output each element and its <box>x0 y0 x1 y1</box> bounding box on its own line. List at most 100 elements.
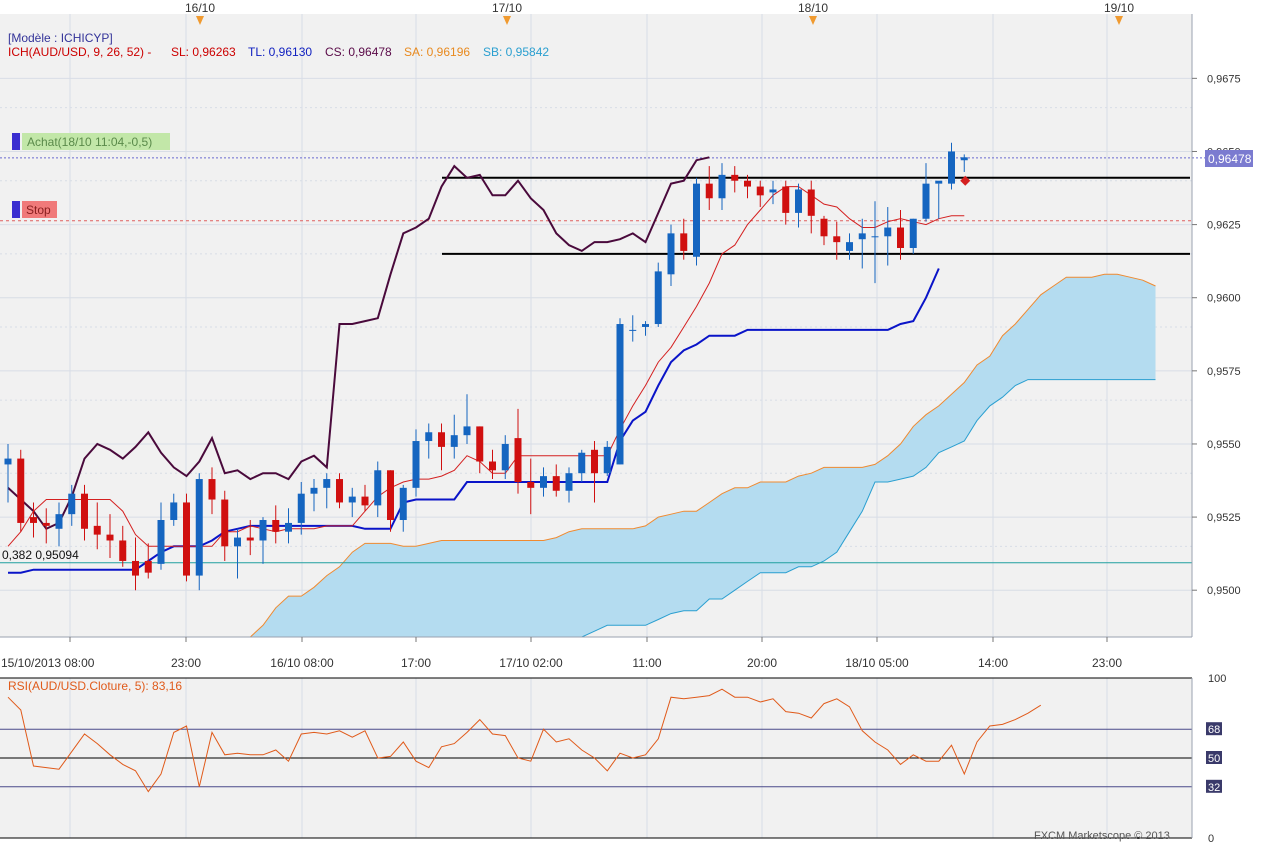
candle <box>450 414 458 459</box>
rsi-tick-label: 32 <box>1208 782 1220 794</box>
candle <box>565 467 573 503</box>
candle <box>438 423 445 471</box>
candle <box>387 470 394 532</box>
candle-body <box>820 218 828 237</box>
candle-body <box>501 443 509 471</box>
candle-body <box>731 174 739 181</box>
candle-body <box>807 189 815 216</box>
candle-body <box>297 493 305 523</box>
candle <box>195 473 203 591</box>
candle <box>55 502 63 547</box>
senkou-span-a-line <box>249 273 1156 638</box>
candle-body <box>348 496 356 503</box>
candle-body <box>68 493 76 515</box>
rsi-tick-label: 68 <box>1208 724 1220 736</box>
candle <box>501 435 509 480</box>
candle <box>603 441 611 477</box>
candle <box>897 209 904 260</box>
candle-body <box>132 560 139 576</box>
candle-body <box>795 189 802 213</box>
candle-body <box>667 233 675 275</box>
candle <box>399 484 407 532</box>
candle-body <box>144 560 152 573</box>
y-tick-label: 0,9525 <box>1207 512 1241 524</box>
candle-body <box>17 458 25 523</box>
candle-body <box>680 233 688 251</box>
candle <box>234 528 241 579</box>
candle-body <box>476 426 484 462</box>
candle-body <box>833 236 841 243</box>
candle-body <box>935 180 943 184</box>
candle <box>514 408 522 494</box>
x-tick-label: 23:00 <box>171 656 201 670</box>
candle-body <box>629 329 637 331</box>
x-tick-label: 11:00 <box>632 656 661 670</box>
candle-body <box>948 151 955 184</box>
candle-body <box>769 189 777 193</box>
candle <box>221 490 229 561</box>
candle-body <box>858 233 866 240</box>
x-tick-label: 17:00 <box>401 656 431 670</box>
x-tick-label: 23:00 <box>1092 656 1122 670</box>
candle <box>412 429 420 497</box>
sb-label: SB: 0,95842 <box>483 45 549 59</box>
candle-body <box>234 537 241 547</box>
candle-body <box>246 537 254 541</box>
candle-body <box>93 525 101 535</box>
cs-label: CS: 0,96478 <box>325 45 392 59</box>
candle-body <box>603 446 611 474</box>
candle-body <box>527 481 535 488</box>
candle <box>527 458 535 515</box>
rsi-tick-badge <box>1206 722 1222 736</box>
footer-copyright: FXCM Marketscope © 2013 <box>1034 830 1170 842</box>
candle <box>170 493 178 526</box>
candle-body <box>846 242 853 251</box>
candle <box>425 423 433 459</box>
tl-label: TL: 0,96130 <box>248 45 312 59</box>
candle-body <box>399 487 407 521</box>
candle-body <box>285 522 292 532</box>
buy-order-tag[interactable]: Achat(18/10 11:04,-0,5) <box>12 133 170 150</box>
candle-body <box>374 470 382 506</box>
candle-body <box>323 479 331 488</box>
candle <box>642 321 649 336</box>
candle <box>208 467 216 515</box>
candle-body <box>591 449 598 474</box>
candle <box>323 473 331 509</box>
candle <box>42 508 50 544</box>
candle <box>591 441 598 503</box>
current-price-label: 0,96478 <box>1208 152 1252 166</box>
candle-body <box>540 476 547 488</box>
x-tick-label: 14:00 <box>978 656 1008 670</box>
candle <box>833 221 841 260</box>
ichimoku-cloud <box>250 274 1156 637</box>
x-tick-label: 20:00 <box>747 656 777 670</box>
stop-order-tag[interactable]: Stop <box>12 201 57 218</box>
top-date-marker-icon <box>503 16 511 25</box>
candle-body <box>361 496 369 506</box>
candle-body <box>438 432 445 447</box>
candle <box>756 180 764 208</box>
candle <box>132 537 139 591</box>
tenkan-sen-line <box>7 186 965 547</box>
candle <box>272 505 280 544</box>
candle-body <box>30 517 37 523</box>
candle-body <box>705 183 713 199</box>
top-date-label: 18/10 <box>798 1 828 15</box>
candle <box>183 493 190 582</box>
top-date-label: 19/10 <box>1104 1 1134 15</box>
candle <box>81 484 88 541</box>
ich-label: ICH(AUD/USD, 9, 26, 52) - <box>8 45 151 59</box>
candle-body <box>897 227 904 248</box>
candle-body <box>884 227 892 237</box>
candle-body <box>336 479 343 503</box>
rsi-tick-badge <box>1206 779 1222 793</box>
candle <box>463 394 471 444</box>
candle-body <box>693 183 700 257</box>
candle-body <box>183 502 190 576</box>
y-tick-label: 0,9500 <box>1207 585 1241 597</box>
x-tick-label: 17/10 02:00 <box>499 656 563 670</box>
sl-label: SL: 0,96263 <box>171 45 236 59</box>
